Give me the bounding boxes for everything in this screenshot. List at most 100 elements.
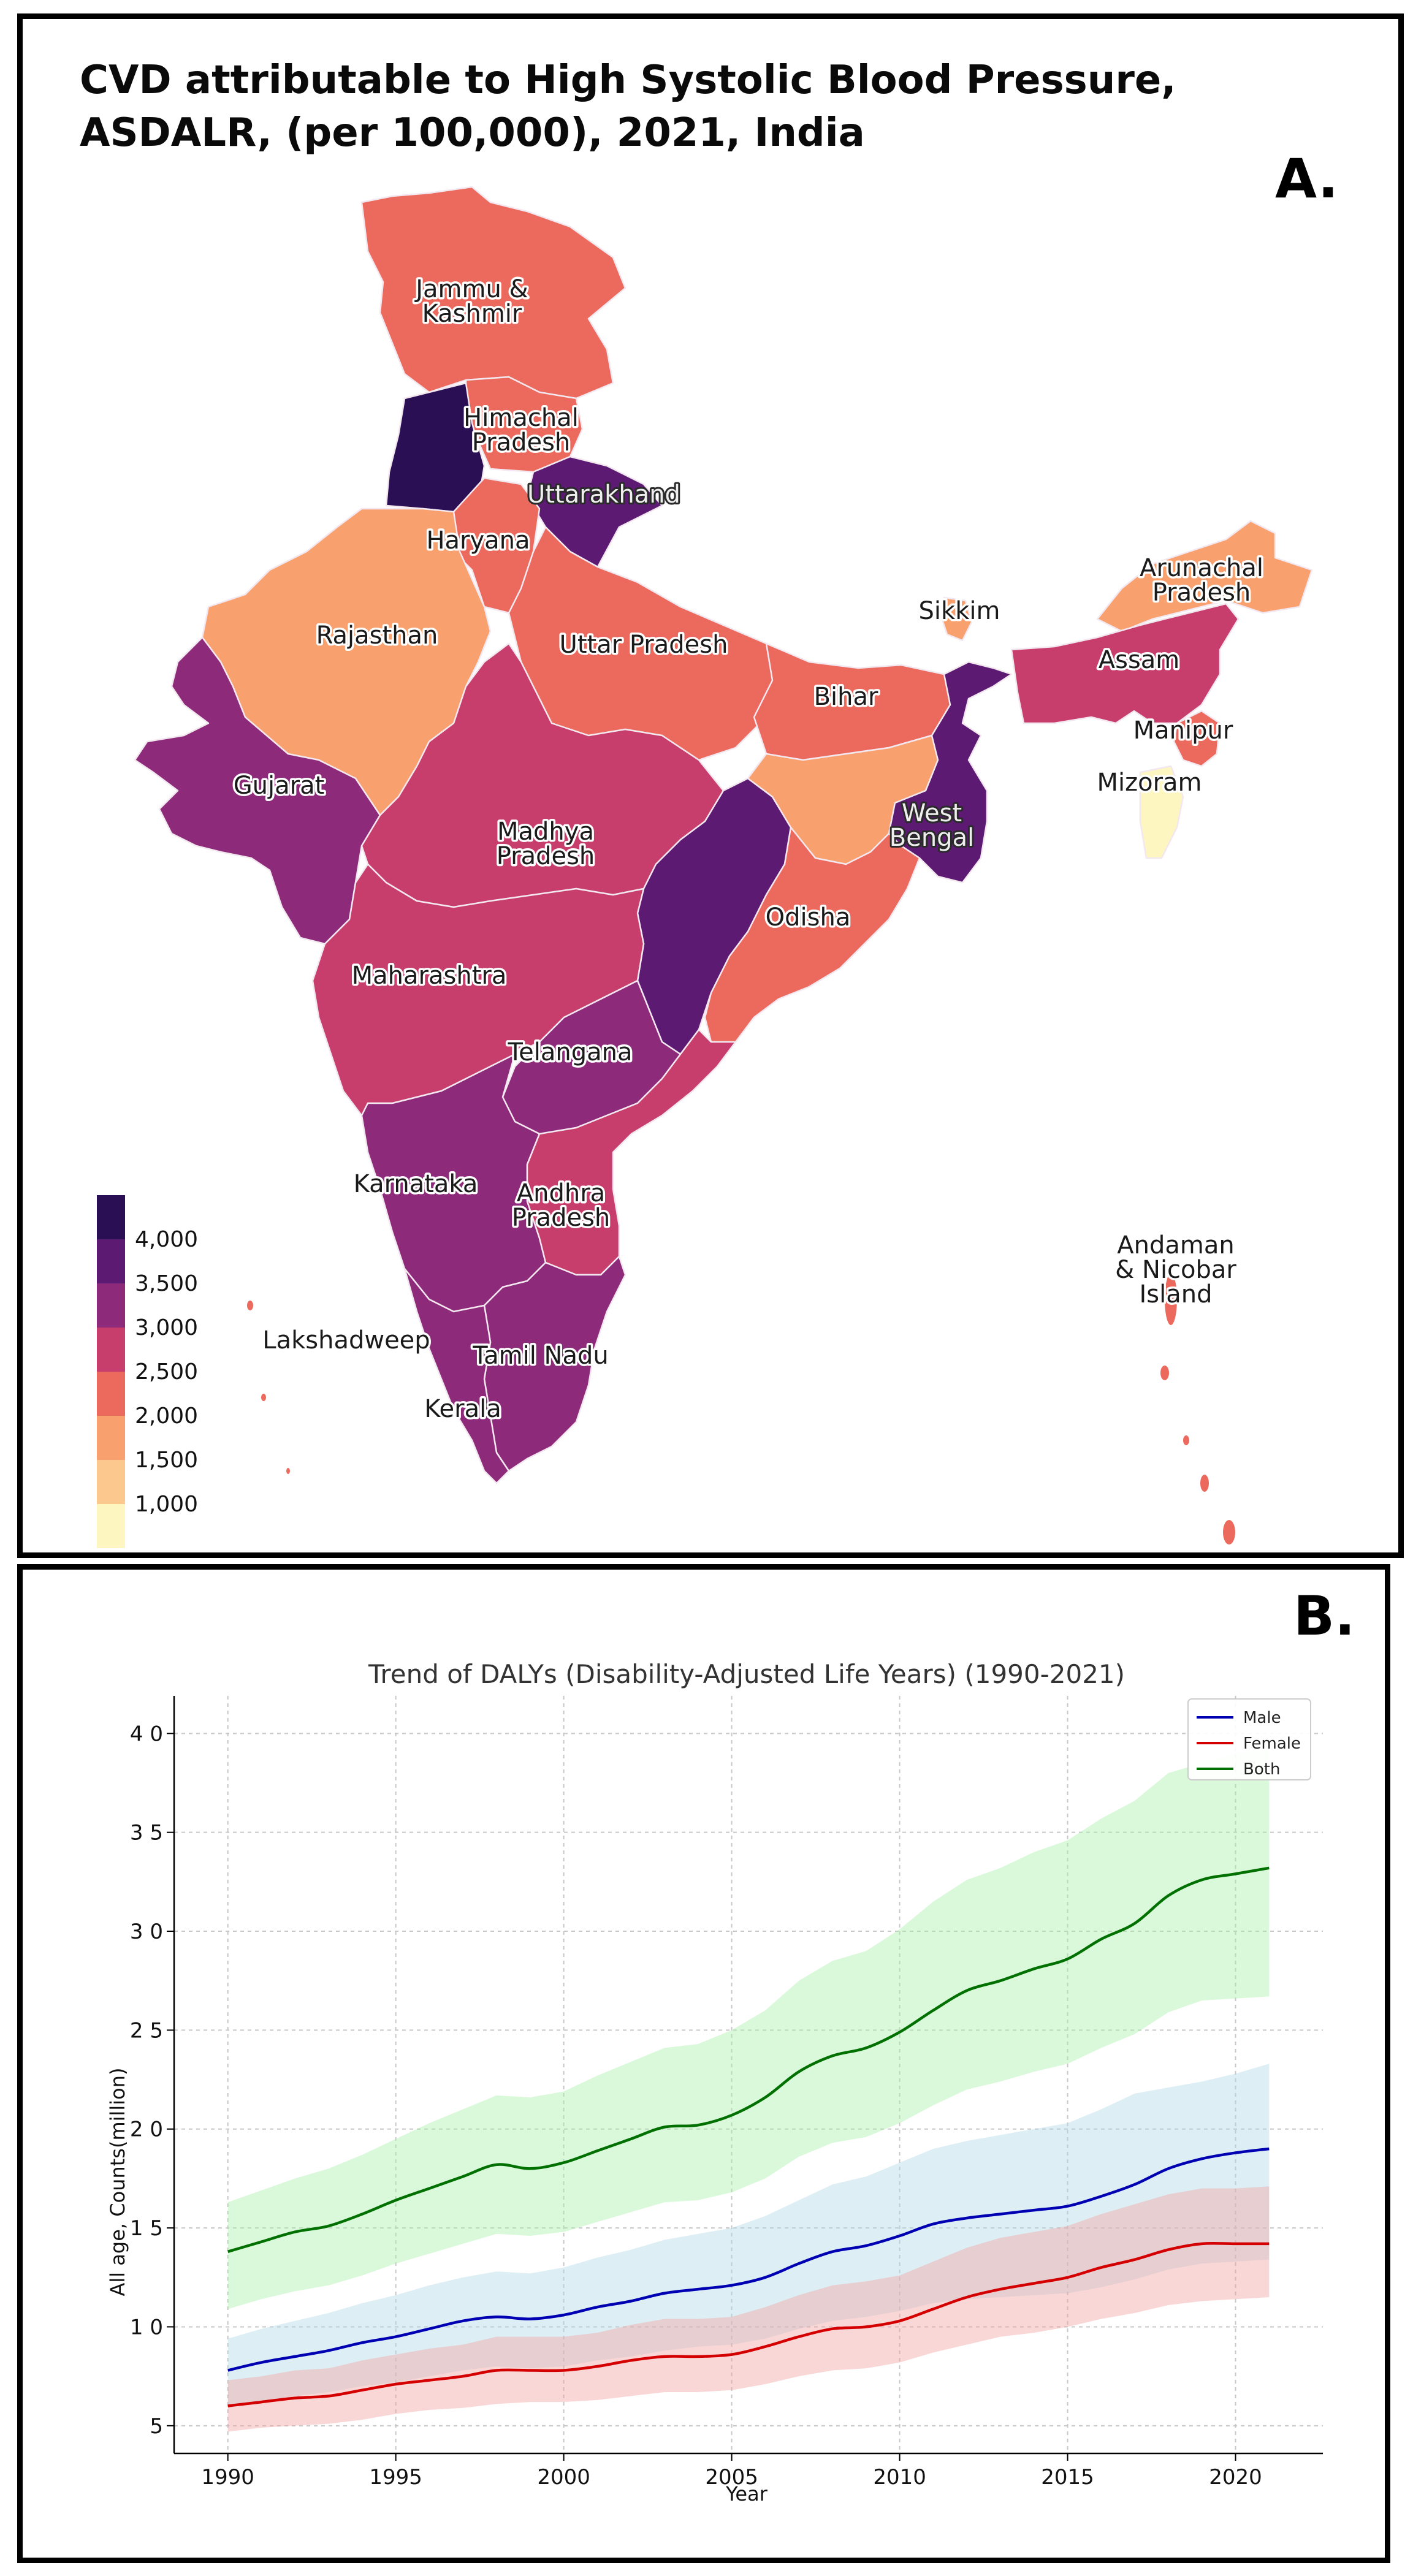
state-label-tamil-nadu: Tamil Nadu <box>472 1342 608 1370</box>
state-label-bihar: Bihar <box>814 683 878 711</box>
state-label-line: Uttar Pradesh <box>560 631 728 659</box>
state-label-line: Himachal <box>463 404 579 432</box>
colorbar-tick-label: 2,500 <box>135 1359 198 1385</box>
state-label-mizoram: Mizoram <box>1097 769 1202 797</box>
series-line-male <box>227 2147 1270 2372</box>
island-lakshadweep <box>247 1301 253 1310</box>
state-arunachal-pradesh <box>1096 520 1313 633</box>
state-label-line: Manipur <box>1133 716 1233 745</box>
state-label-line: Pradesh <box>497 842 595 870</box>
legend-label-male: Male <box>1243 1709 1281 1727</box>
series-line-female <box>227 2241 1270 2407</box>
y-tick-label: 3 0 <box>130 1920 163 1944</box>
state-label-line: Pradesh <box>512 1204 611 1232</box>
colorbar-segment <box>97 1195 125 1239</box>
colorbar-segment <box>97 1504 125 1548</box>
colorbar-segment <box>97 1283 125 1328</box>
state-label-line: Madhya <box>497 818 594 846</box>
band-male <box>227 2064 1270 2408</box>
series-line-both <box>227 1866 1270 2253</box>
x-tick-label: 2020 <box>1209 2465 1262 2490</box>
colorbar-segment <box>97 1372 125 1416</box>
state-label-andaman-and-nicobar-island: Andaman & Nicobar Island <box>1115 1231 1236 1309</box>
x-tick-label: 2015 <box>1041 2465 1094 2490</box>
state-label-arunachal-pradesh: Arunachal Pradesh <box>1140 554 1263 607</box>
state-label-line: Island <box>1139 1280 1212 1309</box>
x-tick-label: 2010 <box>873 2465 926 2490</box>
state-label-line: West <box>902 799 962 827</box>
state-label-madhya-pradesh: Madhya Pradesh <box>497 818 595 870</box>
colorbar-tick-label: 3,500 <box>135 1271 198 1296</box>
state-label-jammu-and-kashmir: Jammu & Kashmir <box>414 275 528 328</box>
panel-a-letter: A. <box>1275 147 1339 210</box>
state-label-rajasthan: Rajasthan <box>316 621 438 650</box>
legend-label-female: Female <box>1243 1734 1301 1753</box>
colorbar-segment <box>97 1328 125 1372</box>
state-label-line: Telangana <box>508 1038 633 1066</box>
y-tick-label: 3 5 <box>130 1821 163 1845</box>
map-title: CVD attributable to High Systolic Blood … <box>80 58 1176 156</box>
india-choropleth-map: 4,000 3,500 3,000 2,500 2,000 1,500 1,000 Jamm… <box>97 186 1313 1548</box>
state-label-line: Andaman <box>1117 1231 1234 1260</box>
state-label-uttar-pradesh: Uttar Pradesh <box>560 631 728 659</box>
island-andaman-and-nicobar-island <box>1165 1274 1177 1325</box>
state-label-line: Kerala <box>424 1395 501 1423</box>
island-lakshadweep <box>261 1394 266 1401</box>
state-odisha <box>704 826 921 1043</box>
state-label-line: Pradesh <box>1152 579 1251 607</box>
state-label-telangana: Telangana <box>508 1038 633 1066</box>
y-tick-label: 1 5 <box>130 2216 163 2241</box>
colorbar-tick-label: 1,000 <box>135 1492 198 1517</box>
state-label-line: & Nicobar <box>1115 1256 1236 1284</box>
state-kerala <box>403 1267 510 1484</box>
state-label-line: Pradesh <box>472 428 571 457</box>
legend-label-both: Both <box>1243 1760 1280 1779</box>
state-label-line: Gujarat <box>234 772 325 800</box>
state-label-himachal-pradesh: Himachal Pradesh <box>463 404 579 457</box>
state-label-line: Tamil Nadu <box>472 1342 608 1370</box>
y-tick-label: 4 0 <box>130 1722 163 1746</box>
state-label-line: Odisha <box>766 903 851 932</box>
state-uttarakhand <box>526 455 663 568</box>
state-label-line: Haryana <box>426 526 530 555</box>
state-label-uttarakhand: Uttarakhand <box>527 481 680 509</box>
state-label-west-bengal: West Bengal <box>889 799 974 852</box>
state-label-line: Jammu & <box>414 275 528 303</box>
colorbar-tick-label: 1,500 <box>135 1448 198 1473</box>
state-gujarat <box>134 636 381 945</box>
island-lakshadweep <box>286 1468 290 1474</box>
state-sikkim <box>940 596 973 642</box>
colorbar-segment <box>97 1460 125 1504</box>
state-label-line: Assam <box>1099 646 1180 674</box>
state-andhra-pradesh <box>526 1028 737 1276</box>
y-tick-label: 5 <box>150 2414 163 2439</box>
state-label-line: Bengal <box>889 824 974 852</box>
state-label-line: Kashmir <box>422 300 522 328</box>
colorbar-segment <box>97 1239 125 1283</box>
state-label-line: Arunachal <box>1140 554 1263 582</box>
state-label-gujarat: Gujarat <box>234 772 325 800</box>
state-west-bengal <box>888 661 1013 884</box>
x-tick-label: 1995 <box>369 2465 422 2490</box>
colorbar-tick-label: 4,000 <box>135 1227 198 1252</box>
y-axis-label: All age, Counts(million) <box>106 2067 129 2296</box>
state-label-line: Uttarakhand <box>527 481 680 509</box>
state-label-line: Sikkim <box>919 597 1000 625</box>
x-tick-label: 2005 <box>705 2465 758 2490</box>
state-manipur <box>1173 710 1221 767</box>
colorbar-segment <box>97 1416 125 1460</box>
y-tick-label: 2 0 <box>130 2118 163 2142</box>
state-label-lakshadweep: Lakshadweep <box>262 1326 430 1354</box>
state-label-kerala: Kerala <box>424 1395 501 1423</box>
state-label-manipur: Manipur <box>1133 716 1233 745</box>
island-andaman-and-nicobar-island <box>1160 1366 1169 1380</box>
state-label-assam: Assam <box>1099 646 1180 674</box>
island-andaman-and-nicobar-island <box>1200 1475 1209 1492</box>
island-andaman-and-nicobar-island <box>1183 1435 1189 1445</box>
state-label-line: Mizoram <box>1097 769 1202 797</box>
state-label-line: Maharashtra <box>352 962 507 990</box>
y-tick-label: 2 5 <box>130 2018 163 2043</box>
state-label-odisha: Odisha <box>766 903 851 932</box>
state-label-haryana: Haryana <box>426 526 530 555</box>
